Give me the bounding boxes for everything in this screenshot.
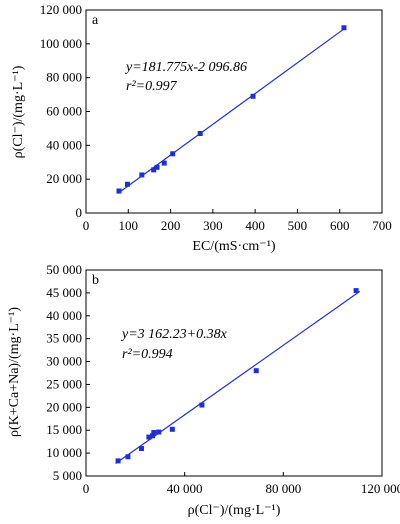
chart-a-point [151, 167, 157, 173]
chart-a-xtick-label: 500 [288, 218, 308, 233]
chart-a-ytick-label: 120 000 [40, 2, 82, 17]
chart-a-ytick-label: 100 000 [40, 36, 82, 51]
chart-b-xtick-label: 40 000 [167, 481, 203, 496]
chart-a-point [139, 172, 145, 178]
chart-a-ytick-label: 20 000 [46, 171, 82, 186]
chart-b-panel-label: b [92, 273, 99, 288]
chart-a-xtick-label: 300 [203, 218, 223, 233]
chart-a-point [124, 181, 130, 187]
chart-a-point [116, 188, 122, 194]
chart-b-point [115, 458, 121, 464]
chart-b-point [150, 433, 156, 439]
chart-b-point [199, 402, 205, 408]
chart-a-equation: y=181.775x-2 096.86 [124, 60, 247, 75]
chart-b-equation: y=3 162.23+0.38x [120, 327, 228, 342]
chart-a-panel-label: a [92, 13, 99, 28]
chart-a-point [154, 164, 160, 170]
chart-a-point [197, 130, 203, 136]
chart-b-point [353, 288, 359, 294]
chart-b-ylabel: ρ(K+Ca+Na)/(mg·L⁻¹) [7, 307, 22, 437]
chart-b-point [253, 368, 259, 374]
chart-a-ylabel: ρ(Cl⁻)/(mg·L⁻¹) [11, 65, 26, 158]
chart-a-point [170, 151, 176, 157]
chart-a-xtick-label: 400 [245, 218, 265, 233]
chart-b-xlabel: ρ(Cl⁻)/(mg·L⁻¹) [188, 503, 281, 518]
chart-a-ytick-label: 40 000 [46, 137, 82, 152]
chart-a-xtick-label: 100 [119, 218, 139, 233]
chart-b-xtick-label: 120 000 [361, 481, 400, 496]
chart-a-xtick-label: 0 [83, 218, 90, 233]
chart-b-ytick-label: 10 000 [46, 445, 82, 460]
chart-b-ytick-label: 20 000 [46, 399, 82, 414]
chart-a-xlabel: EC/(mS·cm⁻¹) [192, 239, 275, 254]
chart-a-ytick-label: 80 000 [46, 70, 82, 85]
chart-a-point [161, 160, 167, 166]
chart-a-ytick-label: 0 [76, 205, 83, 220]
chart-b-ytick-label: 15 000 [46, 422, 82, 437]
chart-a-xtick-label: 700 [372, 218, 392, 233]
chart-b-xtick-label: 0 [83, 481, 90, 496]
chart-b-point [151, 430, 157, 436]
chart-b-point [156, 429, 162, 435]
chart-a-plot-frame [85, 9, 383, 214]
chart-b-xtick-label: 80 000 [265, 481, 301, 496]
chart-a-xtick-label: 200 [161, 218, 181, 233]
chart-b-ytick-label: 35 000 [46, 331, 82, 346]
chart-b-plot-frame [85, 269, 383, 477]
chart-b-ytick-label: 50 000 [46, 262, 82, 277]
chart-a-xtick-label: 600 [330, 218, 350, 233]
chart-b-point [169, 426, 175, 432]
chart-a-r2: r²=0.997 [126, 79, 178, 94]
chart-b-ytick-label: 30 000 [46, 354, 82, 369]
chart-b-r2: r²=0.994 [122, 347, 173, 362]
chart-b-ytick-label: 5 000 [53, 468, 82, 483]
chart-a-point [250, 93, 256, 99]
chart-b-ytick-label: 25 000 [46, 376, 82, 391]
chart-b: b y=3 162.23+0.38x r²=0.994 ρ(Cl⁻)/(mg·L… [7, 262, 400, 518]
chart-a: a y=181.775x-2 096.86 r²=0.997 EC/(mS·cm… [11, 2, 392, 254]
chart-b-point [125, 454, 131, 460]
chart-b-point [146, 434, 152, 440]
chart-b-ytick-label: 40 000 [46, 308, 82, 323]
chart-b-ytick-label: 45 000 [46, 285, 82, 300]
chart-a-ytick-label: 60 000 [46, 104, 82, 119]
chart-b-point [139, 446, 144, 452]
chart-a-point [341, 25, 347, 31]
